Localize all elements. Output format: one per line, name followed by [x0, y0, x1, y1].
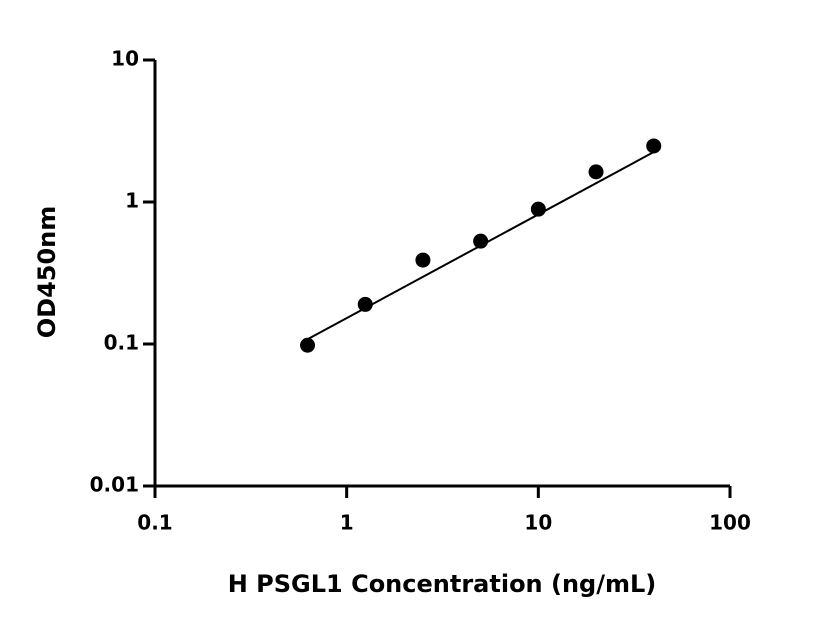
- point: [473, 233, 489, 249]
- point: [588, 164, 604, 180]
- point: [415, 252, 431, 268]
- y-axis-title: OD450nm: [33, 206, 61, 339]
- point: [300, 337, 316, 353]
- x-axis-title: H PSGL1 Concentration (ng/mL): [228, 570, 657, 598]
- y-tick-label: 1: [125, 189, 139, 213]
- y-tick-label: 0.01: [90, 473, 139, 497]
- point: [530, 201, 546, 217]
- x-tick-label: 1: [340, 511, 354, 535]
- x-tick-label: 0.1: [137, 511, 172, 535]
- y-tick-label: 10: [111, 47, 139, 71]
- point: [357, 296, 373, 312]
- x-tick-label: 10: [524, 511, 552, 535]
- y-tick-label: 0.1: [104, 331, 139, 355]
- x-tick-label: 100: [709, 511, 751, 535]
- point: [646, 138, 662, 154]
